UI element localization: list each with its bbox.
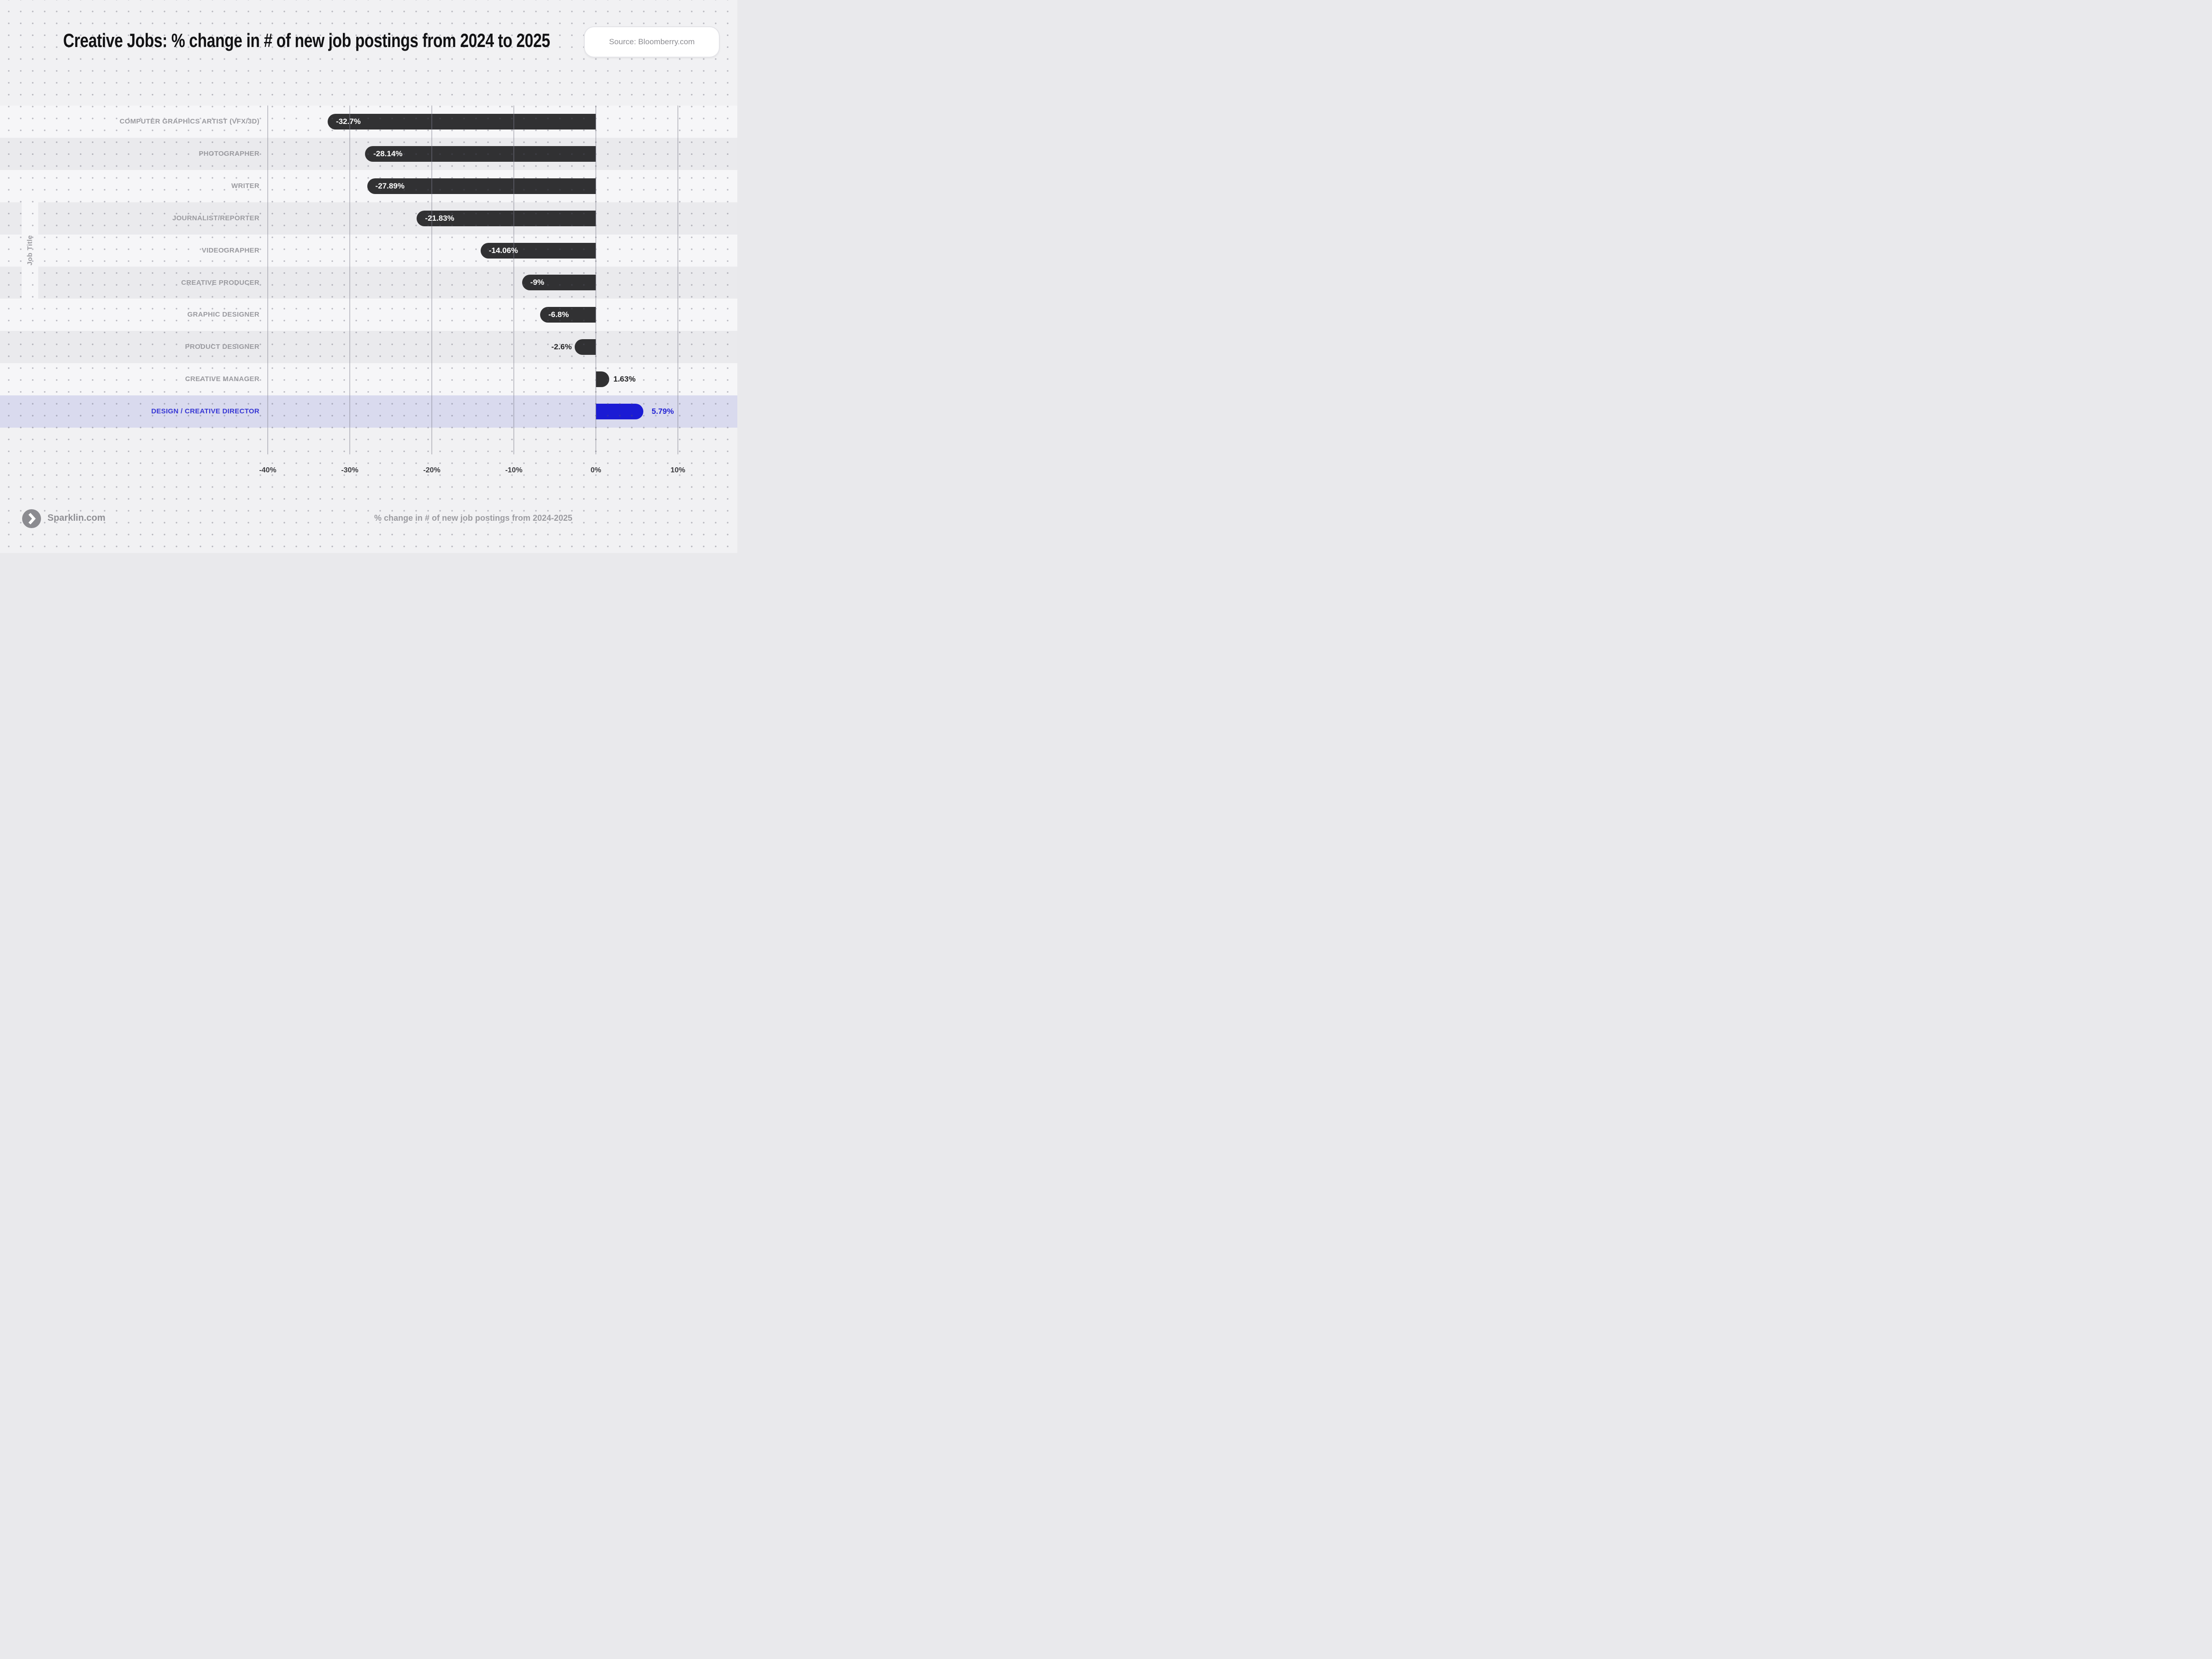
gridline [595,106,596,454]
x-axis-title: % change in # of new job postings from 2… [374,513,573,523]
bar-value-label: -32.7% [335,117,361,126]
bar [327,113,596,129]
bar-value-label: -28.14% [373,149,403,158]
bar-value-label: 5.79% [652,407,674,416]
gridline [677,106,678,454]
category-label: CREATIVE MANAGER [185,375,259,383]
row-band [0,331,737,364]
category-label: WRITER [231,182,259,190]
category-label: CREATIVE PRODUCER [181,278,259,287]
category-label: PRODUCT DESIGNER [185,343,259,351]
row-band [0,234,737,267]
page-title: Creative Jobs: % change in # of new job … [63,29,550,51]
chevron-right-icon [22,509,41,528]
brand-logo [22,509,41,528]
bar-value-label: -6.8% [548,310,569,319]
gridline [349,106,350,454]
category-label: PHOTOGRAPHER [199,149,259,158]
row-band [0,299,737,331]
x-tick-label: -20% [423,466,441,474]
row-band [0,266,737,299]
brand-name: Sparklin.com [47,513,106,523]
infographic-canvas: -40% -30% -20% -10% 0% 10% COMPUTER GRAPHICS A… [0,0,737,553]
bar-value-label: -14.06% [488,246,518,255]
category-label: VIDEOGRAPHER [201,246,259,254]
gridline [431,106,432,454]
bar [540,307,596,323]
bar-value-label: -27.89% [375,181,405,190]
x-tick-label: 0% [590,466,601,474]
bar [480,242,596,259]
gridline [513,106,514,454]
bar [522,275,596,291]
row-band [0,202,737,235]
x-tick-label: -30% [341,466,359,474]
bar [596,371,609,388]
bar [365,146,596,162]
x-tick-label: -10% [505,466,523,474]
x-tick-label: -40% [259,466,276,474]
source-label: Source: Bloomberry.com [609,37,695,46]
bar [574,339,596,355]
bar-value-label: -9% [530,278,545,287]
bar-value-label: 1.63% [613,375,636,384]
bar [417,210,596,226]
gridline [267,106,268,454]
source-badge: Source: Bloomberry.com [584,26,720,58]
category-label: JOURNALIST/REPORTER [172,214,259,222]
bar [367,178,596,194]
bar-highlight [596,404,644,420]
category-label-highlight: DESIGN / CREATIVE DIRECTOR [151,407,259,416]
row-band [0,363,737,396]
y-axis-gutter [22,202,38,299]
category-label: COMPUTER GRAPHICS ARTIST (VFX/3D) [119,118,259,125]
y-axis-title: Job Title [26,235,34,265]
bar-value-label: -2.6% [551,342,572,352]
x-tick-label: 10% [670,466,686,474]
bar-value-label: -21.83% [425,213,454,223]
category-label: GRAPHIC DESIGNER [187,311,259,319]
